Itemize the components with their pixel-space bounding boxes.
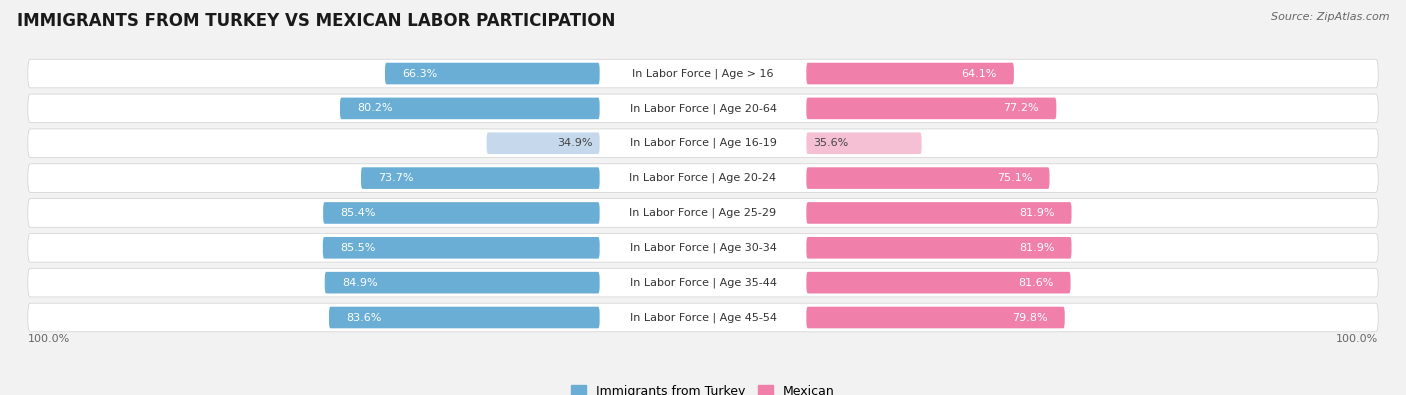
Text: 73.7%: 73.7% bbox=[378, 173, 413, 183]
FancyBboxPatch shape bbox=[28, 94, 1378, 123]
Text: In Labor Force | Age 20-64: In Labor Force | Age 20-64 bbox=[630, 103, 776, 114]
Text: In Labor Force | Age 35-44: In Labor Force | Age 35-44 bbox=[630, 277, 776, 288]
Text: 85.5%: 85.5% bbox=[340, 243, 375, 253]
Text: 100.0%: 100.0% bbox=[1336, 334, 1378, 344]
FancyBboxPatch shape bbox=[807, 63, 1014, 85]
Text: 81.6%: 81.6% bbox=[1018, 278, 1053, 288]
Text: In Labor Force | Age 16-19: In Labor Force | Age 16-19 bbox=[630, 138, 776, 149]
Text: 34.9%: 34.9% bbox=[557, 138, 593, 148]
FancyBboxPatch shape bbox=[486, 132, 599, 154]
FancyBboxPatch shape bbox=[807, 307, 1064, 328]
FancyBboxPatch shape bbox=[28, 129, 1378, 158]
FancyBboxPatch shape bbox=[28, 164, 1378, 192]
Text: 66.3%: 66.3% bbox=[402, 69, 437, 79]
FancyBboxPatch shape bbox=[807, 167, 1049, 189]
Text: Source: ZipAtlas.com: Source: ZipAtlas.com bbox=[1271, 12, 1389, 22]
Text: 35.6%: 35.6% bbox=[813, 138, 848, 148]
FancyBboxPatch shape bbox=[329, 307, 599, 328]
FancyBboxPatch shape bbox=[28, 59, 1378, 88]
Text: 85.4%: 85.4% bbox=[340, 208, 375, 218]
Text: 77.2%: 77.2% bbox=[1004, 103, 1039, 113]
Text: 81.9%: 81.9% bbox=[1019, 208, 1054, 218]
FancyBboxPatch shape bbox=[807, 132, 921, 154]
FancyBboxPatch shape bbox=[28, 233, 1378, 262]
Text: In Labor Force | Age 25-29: In Labor Force | Age 25-29 bbox=[630, 208, 776, 218]
Text: 80.2%: 80.2% bbox=[357, 103, 392, 113]
FancyBboxPatch shape bbox=[28, 268, 1378, 297]
FancyBboxPatch shape bbox=[807, 202, 1071, 224]
FancyBboxPatch shape bbox=[807, 272, 1070, 293]
Text: In Labor Force | Age > 16: In Labor Force | Age > 16 bbox=[633, 68, 773, 79]
Text: 79.8%: 79.8% bbox=[1012, 312, 1047, 322]
FancyBboxPatch shape bbox=[28, 199, 1378, 227]
Text: In Labor Force | Age 30-34: In Labor Force | Age 30-34 bbox=[630, 243, 776, 253]
Text: 100.0%: 100.0% bbox=[28, 334, 70, 344]
Text: In Labor Force | Age 20-24: In Labor Force | Age 20-24 bbox=[630, 173, 776, 183]
Text: 84.9%: 84.9% bbox=[342, 278, 378, 288]
Text: 83.6%: 83.6% bbox=[346, 312, 381, 322]
FancyBboxPatch shape bbox=[807, 237, 1071, 259]
Text: 75.1%: 75.1% bbox=[997, 173, 1032, 183]
Text: 81.9%: 81.9% bbox=[1019, 243, 1054, 253]
Text: IMMIGRANTS FROM TURKEY VS MEXICAN LABOR PARTICIPATION: IMMIGRANTS FROM TURKEY VS MEXICAN LABOR … bbox=[17, 12, 616, 30]
Legend: Immigrants from Turkey, Mexican: Immigrants from Turkey, Mexican bbox=[567, 380, 839, 395]
FancyBboxPatch shape bbox=[340, 98, 599, 119]
FancyBboxPatch shape bbox=[325, 272, 599, 293]
Text: 64.1%: 64.1% bbox=[962, 69, 997, 79]
FancyBboxPatch shape bbox=[361, 167, 599, 189]
FancyBboxPatch shape bbox=[807, 98, 1056, 119]
FancyBboxPatch shape bbox=[385, 63, 599, 85]
FancyBboxPatch shape bbox=[323, 237, 599, 259]
FancyBboxPatch shape bbox=[323, 202, 599, 224]
Text: In Labor Force | Age 45-54: In Labor Force | Age 45-54 bbox=[630, 312, 776, 323]
FancyBboxPatch shape bbox=[28, 303, 1378, 332]
